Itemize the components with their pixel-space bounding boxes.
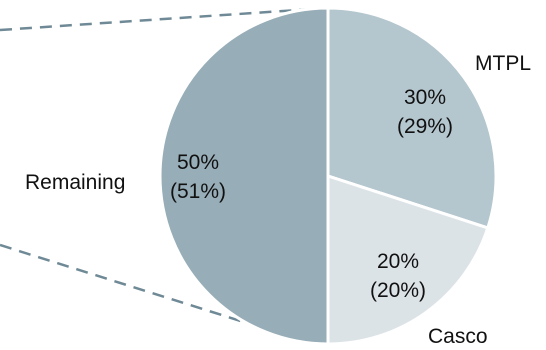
data-label-casco-secondary: (20%) xyxy=(370,279,426,302)
category-label-remaining: Remaining xyxy=(25,171,125,194)
pie-slice-casco xyxy=(326,174,490,346)
data-label-remaining-percent: 50% xyxy=(177,151,219,174)
category-label-mtpl: MTPL xyxy=(475,52,531,75)
pie-slice-remaining xyxy=(158,6,330,346)
category-label-casco: Casco xyxy=(428,325,488,348)
pie-slice-mtpl xyxy=(326,6,498,230)
connector-line-bottom xyxy=(0,243,286,337)
data-label-remaining-secondary: (51%) xyxy=(170,180,226,203)
data-label-casco-percent: 20% xyxy=(377,250,419,273)
data-label-mtpl-secondary: (29%) xyxy=(397,115,453,138)
data-label-mtpl-percent: 30% xyxy=(404,86,446,109)
pie-slices xyxy=(158,6,498,346)
connector-line-top xyxy=(0,6,329,32)
